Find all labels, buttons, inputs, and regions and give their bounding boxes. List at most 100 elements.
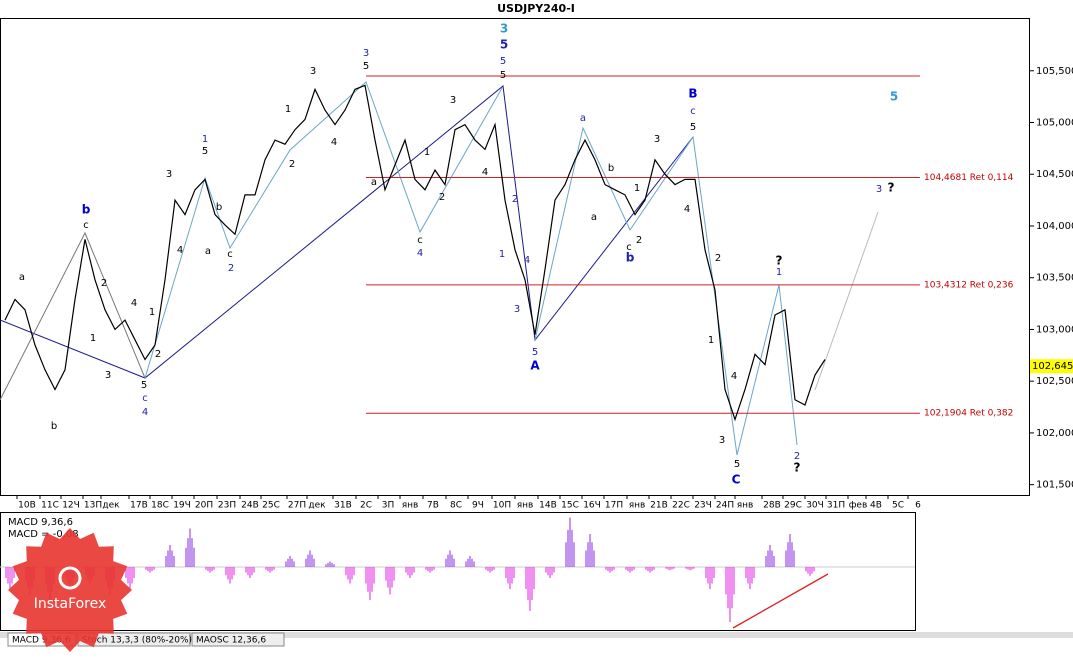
- wave-label: 3: [105, 370, 111, 381]
- wave-label: 5: [532, 347, 538, 358]
- wave-label: a: [19, 272, 25, 283]
- tab-label: Stoch 13,3,3 (80%-20%): [82, 636, 192, 646]
- wave-label: 2: [289, 159, 295, 170]
- wave-label: 4: [524, 255, 530, 266]
- divergence-line: [732, 573, 829, 629]
- x-tick-label: 24П: [716, 501, 734, 511]
- x-tick-label: 6: [915, 501, 921, 511]
- wave-label: C: [732, 473, 741, 487]
- wave-label: 5: [363, 61, 369, 72]
- wave-label: 3: [310, 66, 316, 77]
- wave-label: 2: [155, 349, 161, 360]
- wave-label: a: [591, 212, 597, 223]
- wave-label: b: [626, 251, 635, 265]
- wave-label: 5: [202, 146, 208, 157]
- level-label: 104,4681 Ret 0,114: [924, 173, 1014, 183]
- x-tick-label: 31П: [827, 501, 845, 511]
- x-tick-label: 5С: [892, 501, 904, 511]
- wave-label: c: [626, 242, 632, 253]
- last-price-box: [1030, 359, 1073, 374]
- wave-label: c: [142, 393, 148, 404]
- y-tick-label: 101,500: [1036, 480, 1073, 491]
- wave-label: 3: [450, 95, 456, 106]
- wave-label: 2: [794, 451, 800, 462]
- x-tick-label: 4В: [870, 501, 882, 511]
- wave-label: 5: [690, 122, 696, 133]
- x-tick-label: 8С: [450, 501, 462, 511]
- wave-label: 3: [719, 435, 725, 446]
- logo-badge: [8, 528, 132, 652]
- wave-label: 4: [331, 137, 337, 148]
- wave-label: 3: [500, 22, 508, 36]
- wave-label: c: [417, 235, 423, 246]
- last-price-label: 102,645: [1032, 361, 1073, 372]
- tab[interactable]: [191, 632, 285, 647]
- wave-label: 1: [90, 333, 96, 344]
- x-tick-label: 17В: [130, 501, 148, 511]
- chart-title: USDJPY240-I: [497, 2, 575, 15]
- price-line: [4, 84, 826, 422]
- wave-line: [0, 85, 694, 379]
- x-tick-label: янв: [517, 501, 534, 511]
- x-tick-label: 14В: [539, 501, 557, 511]
- x-tick-label: 3П: [382, 501, 395, 511]
- wave-label: a: [371, 177, 377, 188]
- x-tick-label: янв: [402, 501, 419, 511]
- x-tick-label: 16Ч: [583, 501, 601, 511]
- wave-lines: [0, 81, 879, 629]
- x-tick-label: 31В: [334, 501, 352, 511]
- logo-icon: [58, 566, 82, 590]
- wave-label: A: [530, 359, 540, 373]
- x-tick-label: 7В: [427, 501, 439, 511]
- wave-label: 3: [876, 184, 882, 195]
- x-tick-label: 22С: [672, 501, 690, 511]
- wave-label: 1: [499, 249, 505, 260]
- wave-label: b: [216, 202, 222, 213]
- x-tick-label: 28В: [763, 501, 781, 511]
- x-tick-label: 24В: [241, 501, 259, 511]
- wave-label: 4: [684, 204, 690, 215]
- tab-label: MACD 9,36,6: [12, 636, 71, 646]
- wave-label: 4: [177, 245, 183, 256]
- tab-label: MAOSC 12,36,6: [196, 636, 266, 646]
- x-tick-label: 15С: [561, 501, 579, 511]
- x-tick-label: 10П: [493, 501, 511, 511]
- wave-line: [144, 81, 503, 379]
- wave-label: 4: [131, 298, 137, 309]
- x-tick-label: 10В: [18, 501, 36, 511]
- wave-label: a: [205, 246, 211, 257]
- wave-label: 5: [734, 459, 740, 470]
- wave-label: 4: [482, 167, 488, 178]
- wave-label: B: [688, 87, 697, 101]
- x-tick-label: 21В: [650, 501, 668, 511]
- wave-label: 2: [439, 192, 445, 203]
- wave-label: c: [83, 220, 89, 231]
- y-tick-label: 105,500: [1036, 66, 1073, 77]
- x-tick-label: дек: [102, 501, 120, 511]
- wave-label: 3: [363, 48, 369, 59]
- wave-label: 2: [101, 278, 107, 289]
- wave-label: 1: [634, 183, 640, 194]
- wave-label: 2: [512, 194, 518, 205]
- macd-readout: MACD = -0,08: [8, 529, 79, 540]
- wave-label: 4: [417, 248, 423, 259]
- x-tick-label: 17П: [605, 501, 623, 511]
- projection-line: [814, 211, 879, 391]
- wave-label: b: [51, 421, 57, 432]
- wave-label: b: [608, 163, 614, 174]
- x-tick-label: 23Ч: [694, 501, 712, 511]
- wave-label: ?: [776, 254, 783, 268]
- x-tick-label: янв: [629, 501, 646, 511]
- x-tick-label: 13П: [84, 501, 102, 511]
- wave-label: 4: [142, 407, 148, 418]
- x-tick-label: 12Ч: [62, 501, 80, 511]
- logo-text: InstaForex: [34, 596, 107, 612]
- wave-label: 4: [731, 371, 737, 382]
- y-tick-label: 103,000: [1036, 324, 1073, 335]
- x-tick-label: 20П: [195, 501, 213, 511]
- x-tick-label: дек: [308, 501, 326, 511]
- wave-label: 5: [890, 90, 898, 104]
- x-tick-label: 30Ч: [806, 501, 824, 511]
- x-tick-label: фев: [849, 501, 868, 511]
